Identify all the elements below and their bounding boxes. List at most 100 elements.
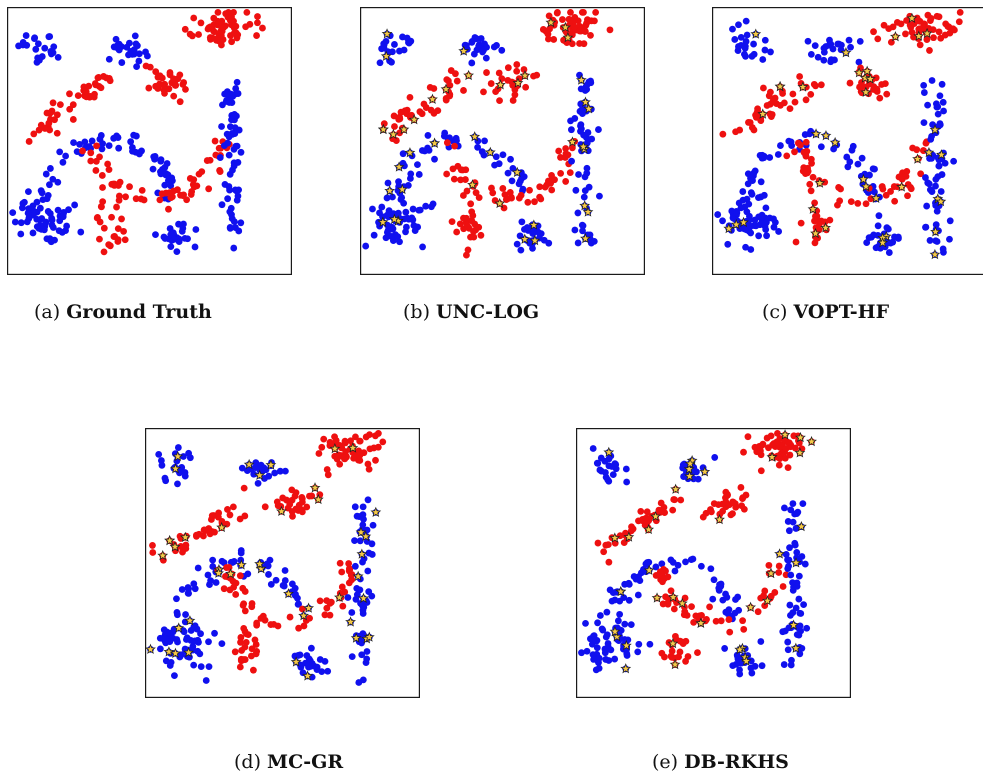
blue-class-point	[9, 209, 17, 217]
queried-point-star	[820, 130, 832, 141]
blue-class-point	[482, 54, 490, 62]
red-class-point	[222, 573, 229, 580]
queried-point-star	[398, 123, 410, 135]
red-class-point	[791, 98, 799, 106]
blue-class-point	[777, 142, 784, 149]
queried-point-star	[312, 493, 324, 505]
blue-class-point	[635, 573, 642, 581]
red-class-point	[878, 183, 886, 191]
red-class-point	[504, 195, 512, 203]
red-class-point	[371, 432, 379, 440]
red-class-point	[622, 529, 629, 537]
blue-class-point	[934, 103, 942, 111]
red-class-point	[403, 106, 411, 114]
red-class-point	[464, 246, 472, 254]
red-class-point	[277, 503, 285, 510]
queried-point-star	[404, 147, 416, 158]
blue-class-point	[384, 221, 391, 229]
blue-class-point	[237, 219, 245, 227]
red-class-point	[195, 31, 202, 38]
blue-class-point	[936, 92, 944, 100]
blue-class-point	[603, 608, 611, 616]
blue-class-point	[793, 631, 801, 638]
red-class-point	[659, 578, 666, 586]
blue-class-point	[715, 584, 723, 592]
red-class-point	[53, 111, 61, 119]
red-class-point	[92, 81, 100, 89]
blue-class-point	[224, 139, 232, 147]
blue-class-point	[616, 610, 624, 618]
red-class-point	[509, 97, 517, 104]
red-class-point	[364, 460, 372, 468]
blue-class-point	[757, 178, 765, 186]
blue-class-point	[281, 567, 289, 574]
queried-point-star	[814, 177, 826, 188]
scatter-plot-d	[145, 428, 420, 698]
red-class-point	[524, 198, 532, 206]
queried-point-star	[545, 16, 557, 28]
queried-point-star	[620, 663, 632, 674]
red-class-point	[239, 584, 247, 592]
red-class-point	[606, 26, 614, 34]
red-class-point	[122, 193, 129, 201]
blue-class-point	[856, 37, 864, 45]
red-class-point	[338, 583, 346, 591]
blue-class-point	[734, 655, 742, 663]
blue-class-point	[173, 248, 181, 256]
red-class-point	[300, 622, 308, 630]
red-class-point	[248, 603, 256, 611]
queried-point-star	[615, 585, 627, 597]
red-class-point	[254, 13, 261, 20]
red-class-point	[872, 74, 880, 82]
red-class-point	[716, 510, 724, 518]
red-class-point	[578, 8, 586, 16]
blue-class-point	[767, 48, 774, 56]
queried-point-star	[467, 179, 478, 190]
blue-class-point	[364, 496, 372, 504]
red-class-point	[536, 183, 544, 191]
red-class-point	[240, 484, 248, 492]
blue-class-point	[775, 228, 783, 235]
blue-class-point	[798, 553, 806, 560]
red-class-point	[537, 195, 545, 203]
red-class-point	[774, 430, 781, 437]
blue-class-point	[218, 201, 226, 209]
red-class-point	[279, 494, 287, 502]
blue-class-point	[234, 90, 242, 97]
blue-class-point	[923, 202, 931, 210]
blue-class-point	[376, 59, 384, 67]
red-class-point	[471, 220, 479, 228]
red-class-point	[198, 168, 206, 176]
blue-class-point	[135, 50, 143, 58]
blue-class-point	[115, 144, 123, 152]
red-class-point	[694, 649, 701, 656]
queried-point-star	[611, 631, 623, 642]
red-class-point	[323, 466, 331, 473]
queried-point-star	[790, 642, 802, 653]
blue-class-point	[229, 130, 236, 138]
queried-point-star	[860, 86, 872, 97]
blue-class-point	[382, 37, 390, 45]
blue-class-point	[424, 144, 431, 152]
blue-class-point	[739, 188, 747, 195]
blue-class-point	[174, 444, 182, 451]
blue-class-point	[254, 479, 262, 487]
blue-class-point	[507, 155, 514, 163]
red-class-point	[792, 238, 800, 246]
blue-class-point	[920, 89, 928, 96]
red-class-point	[472, 189, 480, 197]
blue-class-point	[344, 594, 352, 601]
blue-class-point	[226, 186, 233, 194]
red-class-point	[775, 569, 783, 576]
red-class-point	[717, 617, 725, 625]
blue-class-point	[376, 209, 383, 217]
blue-class-point	[595, 126, 602, 133]
queried-point-star	[528, 219, 540, 230]
blue-class-point	[46, 165, 54, 172]
red-class-point	[786, 451, 794, 459]
red-class-point	[218, 41, 225, 49]
caption-c-prefix: (c)	[762, 301, 788, 323]
red-class-point	[941, 31, 949, 39]
blue-class-point	[799, 500, 807, 508]
red-class-point	[816, 220, 823, 228]
